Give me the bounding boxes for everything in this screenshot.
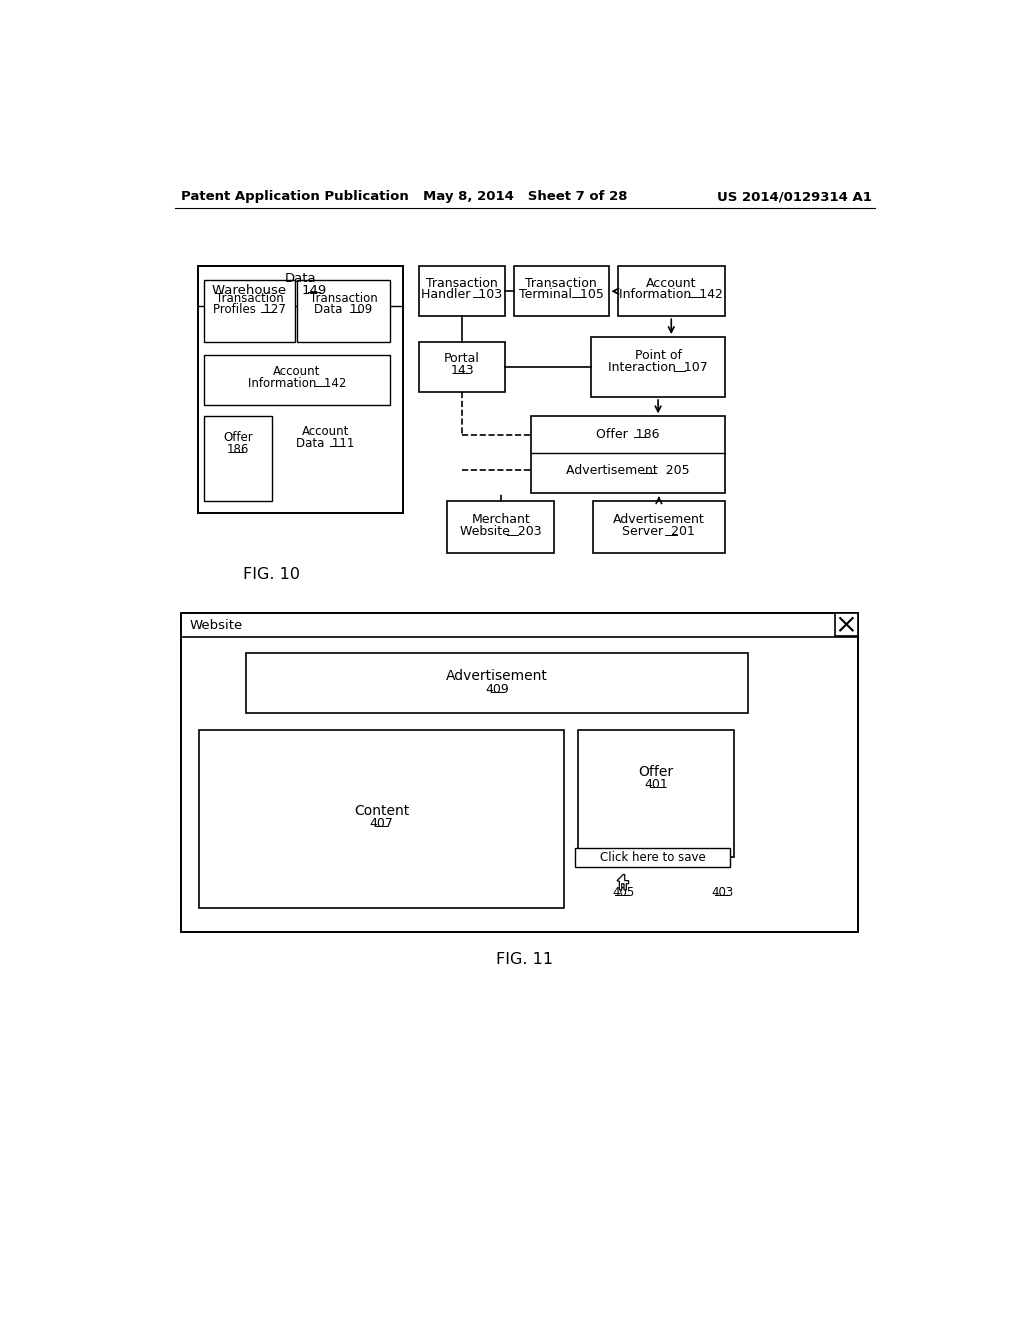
Text: Merchant: Merchant: [471, 513, 530, 527]
Bar: [180, 612, 858, 932]
Bar: [419, 267, 506, 317]
Bar: [246, 653, 748, 713]
Text: Transaction: Transaction: [426, 277, 498, 289]
Text: Warehouse: Warehouse: [212, 284, 294, 297]
Text: Offer: Offer: [638, 766, 674, 779]
Text: Account: Account: [302, 425, 349, 438]
Text: Handler  103: Handler 103: [422, 288, 503, 301]
Bar: [447, 502, 554, 553]
Text: 143: 143: [451, 363, 474, 376]
Text: 407: 407: [370, 817, 393, 830]
Bar: [204, 416, 272, 502]
Text: Interaction  107: Interaction 107: [608, 362, 708, 375]
Text: Website  203: Website 203: [460, 525, 542, 539]
Text: Website: Website: [190, 619, 244, 632]
Bar: [514, 267, 608, 317]
Text: Patent Application Publication: Patent Application Publication: [180, 190, 409, 203]
Text: Data  111: Data 111: [296, 437, 354, 450]
Bar: [575, 849, 730, 867]
Text: Content: Content: [354, 804, 409, 818]
Bar: [204, 280, 295, 342]
Text: Transaction: Transaction: [309, 292, 377, 305]
Text: 401: 401: [644, 777, 668, 791]
Text: Portal: Portal: [444, 352, 480, 366]
Text: Transaction: Transaction: [216, 292, 284, 305]
Bar: [835, 612, 858, 636]
Bar: [617, 267, 725, 317]
Text: Server  201: Server 201: [623, 525, 695, 539]
Bar: [419, 342, 506, 392]
Text: Offer: Offer: [223, 432, 253, 445]
Text: Advertisement  205: Advertisement 205: [566, 463, 690, 477]
Polygon shape: [617, 875, 629, 890]
Text: Profiles  127: Profiles 127: [213, 302, 286, 315]
Text: Advertisement: Advertisement: [446, 669, 548, 682]
Text: Offer  186: Offer 186: [596, 428, 659, 441]
Text: 186: 186: [227, 444, 249, 455]
Text: FIG. 10: FIG. 10: [243, 566, 300, 582]
Bar: [593, 502, 725, 553]
Text: 403: 403: [712, 887, 733, 899]
Text: 405: 405: [612, 887, 634, 899]
Bar: [592, 337, 725, 397]
Text: Terminal  105: Terminal 105: [519, 288, 604, 301]
Text: FIG. 11: FIG. 11: [497, 952, 553, 966]
Text: Account: Account: [646, 277, 696, 289]
Text: Information  142: Information 142: [620, 288, 723, 301]
Text: Point of: Point of: [635, 348, 682, 362]
Bar: [531, 416, 725, 494]
Text: Data  109: Data 109: [314, 302, 373, 315]
Bar: [578, 730, 734, 857]
Text: Account: Account: [273, 366, 321, 379]
Bar: [200, 730, 563, 908]
Text: Advertisement: Advertisement: [613, 513, 705, 527]
Text: 409: 409: [485, 684, 509, 696]
Text: Click here to save: Click here to save: [600, 851, 706, 865]
Text: 149: 149: [302, 284, 327, 297]
Bar: [297, 280, 390, 342]
Text: May 8, 2014   Sheet 7 of 28: May 8, 2014 Sheet 7 of 28: [423, 190, 627, 203]
Text: US 2014/0129314 A1: US 2014/0129314 A1: [717, 190, 872, 203]
Text: Information  142: Information 142: [248, 376, 346, 389]
Bar: [204, 355, 390, 405]
Text: Transaction: Transaction: [525, 277, 597, 289]
Bar: [198, 267, 403, 512]
Text: Data: Data: [285, 272, 316, 285]
